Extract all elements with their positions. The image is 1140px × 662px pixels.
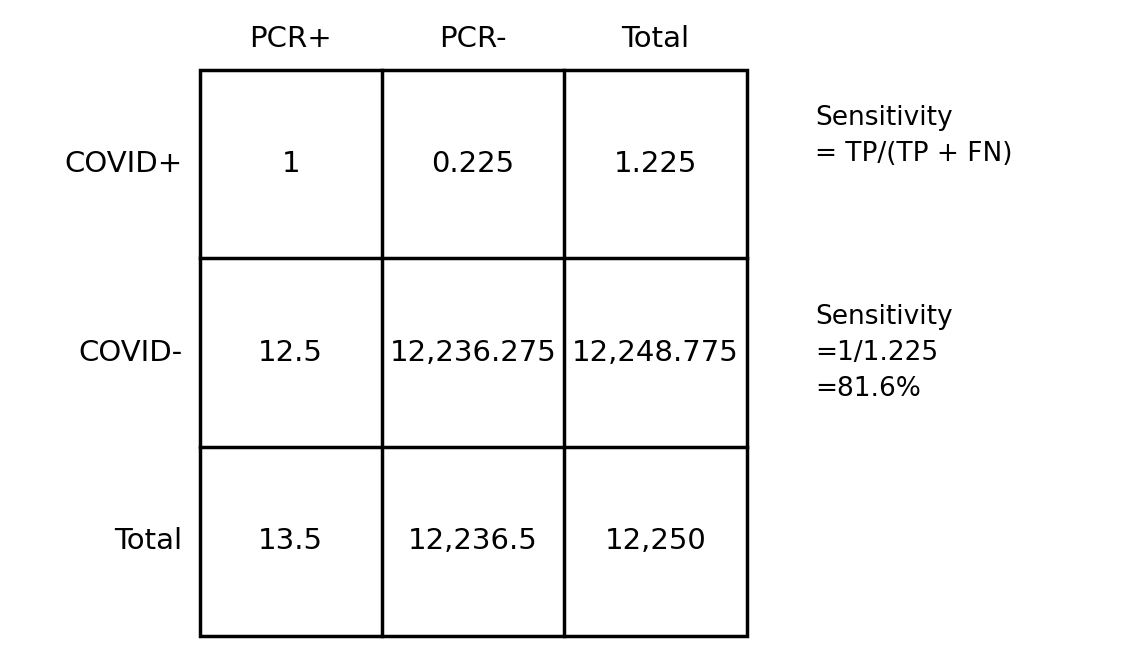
Text: 12,236.5: 12,236.5 (408, 527, 538, 555)
Text: 1: 1 (282, 150, 300, 178)
Text: 12,250: 12,250 (604, 527, 707, 555)
Text: PCR+: PCR+ (250, 25, 332, 53)
Text: Sensitivity
=1/1.225
=81.6%: Sensitivity =1/1.225 =81.6% (815, 303, 953, 402)
Text: Total: Total (621, 25, 690, 53)
Text: COVID+: COVID+ (64, 150, 182, 178)
Text: 12,248.775: 12,248.775 (572, 338, 739, 367)
Bar (200, 70, 747, 636)
Text: Sensitivity
= TP/(TP + FN): Sensitivity = TP/(TP + FN) (815, 105, 1012, 167)
Text: 0.225: 0.225 (432, 150, 514, 178)
Text: PCR-: PCR- (439, 25, 507, 53)
Text: 12,236.275: 12,236.275 (390, 338, 556, 367)
Text: 1.225: 1.225 (613, 150, 698, 178)
Text: COVID-: COVID- (79, 338, 182, 367)
Text: 12.5: 12.5 (259, 338, 323, 367)
Text: 13.5: 13.5 (258, 527, 324, 555)
Text: Total: Total (114, 527, 182, 555)
